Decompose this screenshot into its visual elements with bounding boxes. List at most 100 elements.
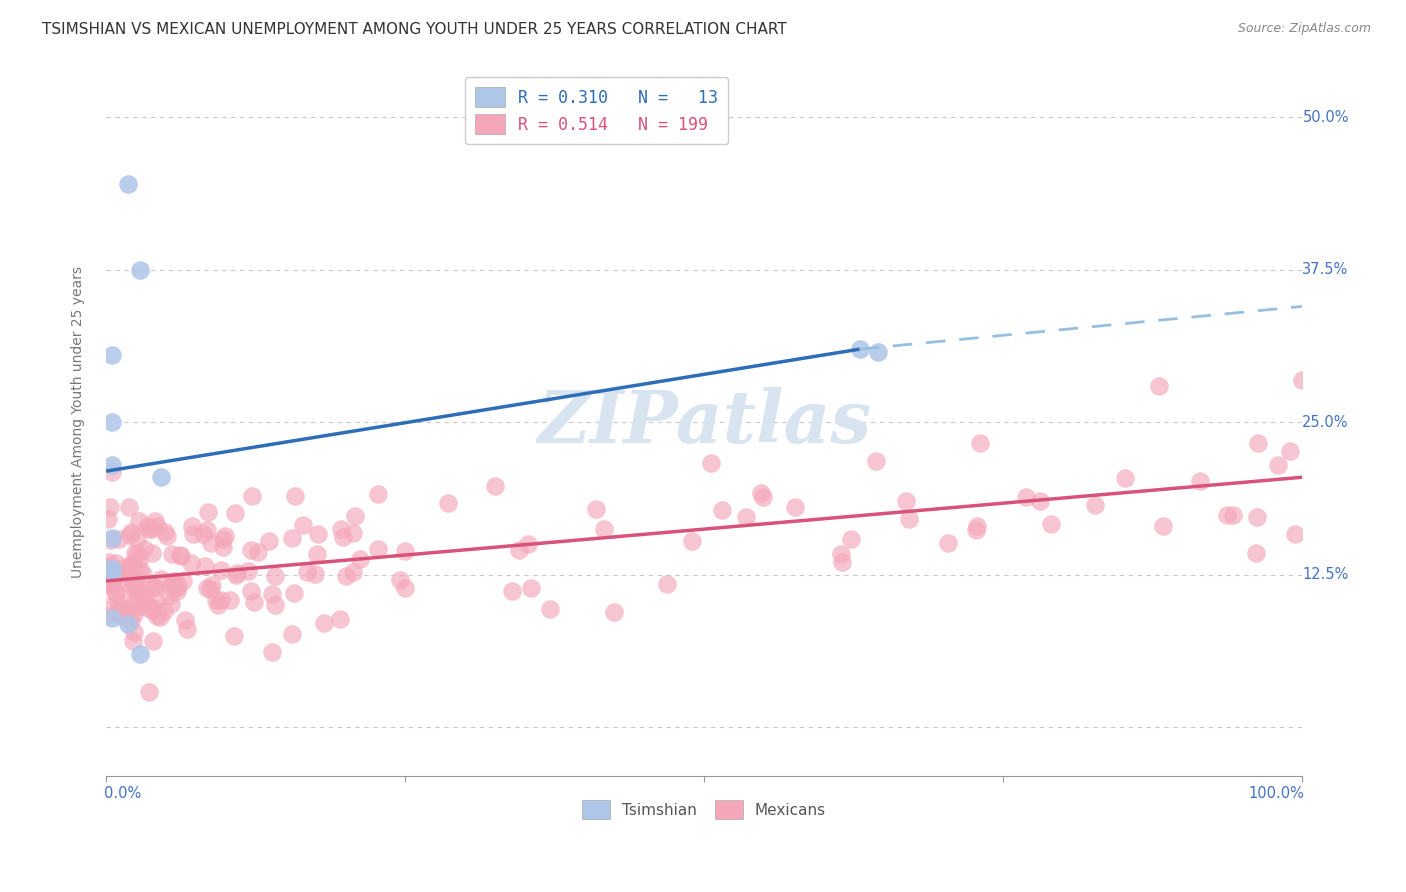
Point bbox=[897, 512, 920, 526]
Point bbox=[169, 549, 191, 564]
Point bbox=[295, 565, 318, 579]
Point bbox=[966, 519, 988, 533]
Point bbox=[831, 555, 853, 569]
Point bbox=[96, 609, 118, 624]
Point bbox=[124, 594, 146, 608]
Point bbox=[198, 582, 221, 597]
Point bbox=[160, 597, 183, 611]
Point bbox=[1215, 508, 1237, 522]
Point bbox=[209, 592, 232, 607]
Point bbox=[101, 348, 124, 362]
Point bbox=[142, 581, 165, 595]
Point bbox=[367, 542, 389, 557]
Point bbox=[100, 533, 122, 548]
Point bbox=[121, 633, 143, 648]
Point bbox=[101, 565, 124, 579]
Point bbox=[120, 614, 142, 628]
Point bbox=[105, 585, 128, 599]
Point bbox=[134, 592, 156, 607]
Point bbox=[127, 600, 149, 615]
Point bbox=[122, 607, 145, 622]
Point bbox=[1084, 498, 1107, 512]
Point bbox=[226, 566, 249, 580]
Point bbox=[132, 541, 155, 556]
Point bbox=[329, 612, 352, 626]
Point bbox=[155, 524, 177, 539]
Point bbox=[783, 500, 806, 515]
Point bbox=[389, 573, 412, 587]
Point bbox=[367, 487, 389, 501]
Text: 0.0%: 0.0% bbox=[104, 786, 141, 801]
Point bbox=[484, 479, 506, 493]
Point bbox=[191, 527, 214, 541]
Point bbox=[1279, 444, 1302, 458]
Point bbox=[211, 541, 233, 555]
Point bbox=[96, 567, 118, 582]
Point bbox=[349, 551, 371, 566]
Point bbox=[1267, 458, 1289, 473]
Point bbox=[166, 583, 188, 598]
Point bbox=[160, 580, 183, 594]
Point bbox=[224, 506, 246, 520]
Point bbox=[101, 562, 124, 576]
Point bbox=[225, 567, 247, 582]
Point bbox=[138, 685, 160, 699]
Point bbox=[894, 493, 917, 508]
Point bbox=[264, 598, 287, 612]
Point bbox=[128, 563, 150, 577]
Point bbox=[1246, 546, 1268, 560]
Point bbox=[224, 629, 246, 643]
Point bbox=[1147, 378, 1170, 392]
Point bbox=[145, 518, 167, 533]
Point bbox=[156, 528, 179, 542]
Point bbox=[145, 514, 167, 528]
Point bbox=[165, 582, 187, 596]
Point bbox=[100, 575, 122, 590]
Point bbox=[246, 545, 269, 559]
Point bbox=[121, 558, 143, 573]
Point bbox=[195, 581, 218, 595]
Point bbox=[153, 604, 176, 618]
Point bbox=[120, 525, 142, 540]
Point bbox=[160, 547, 183, 561]
Text: 12.5%: 12.5% bbox=[1302, 567, 1348, 582]
Point bbox=[135, 595, 157, 609]
Text: 25.0%: 25.0% bbox=[1302, 415, 1348, 430]
Point bbox=[1014, 491, 1036, 505]
Point bbox=[218, 593, 240, 607]
Point bbox=[101, 562, 124, 576]
Point bbox=[330, 522, 353, 536]
Point bbox=[114, 610, 136, 624]
Point bbox=[141, 522, 163, 536]
Y-axis label: Unemployment Among Youth under 25 years: Unemployment Among Youth under 25 years bbox=[72, 267, 86, 578]
Point bbox=[149, 610, 172, 624]
Point bbox=[162, 575, 184, 590]
Text: 37.5%: 37.5% bbox=[1302, 262, 1348, 277]
Point bbox=[110, 600, 132, 615]
Point bbox=[240, 542, 263, 557]
Point bbox=[120, 571, 142, 585]
Point bbox=[307, 526, 329, 541]
Point bbox=[516, 537, 538, 551]
Point bbox=[157, 589, 180, 603]
Point bbox=[165, 574, 187, 588]
Point bbox=[100, 578, 122, 592]
Point bbox=[197, 505, 219, 519]
Point bbox=[197, 523, 219, 537]
Point bbox=[214, 529, 236, 543]
Point bbox=[1284, 526, 1306, 541]
Legend: Tsimshian, Mexicans: Tsimshian, Mexicans bbox=[576, 794, 832, 825]
Point bbox=[342, 526, 364, 541]
Point bbox=[866, 344, 889, 359]
Point bbox=[122, 624, 145, 639]
Text: ZIPatlas: ZIPatlas bbox=[537, 387, 872, 458]
Point bbox=[965, 523, 987, 537]
Point bbox=[180, 556, 202, 570]
Point bbox=[176, 622, 198, 636]
Point bbox=[124, 546, 146, 560]
Point bbox=[593, 522, 616, 536]
Point bbox=[127, 582, 149, 597]
Point bbox=[150, 573, 173, 587]
Point bbox=[141, 578, 163, 592]
Point bbox=[865, 453, 887, 467]
